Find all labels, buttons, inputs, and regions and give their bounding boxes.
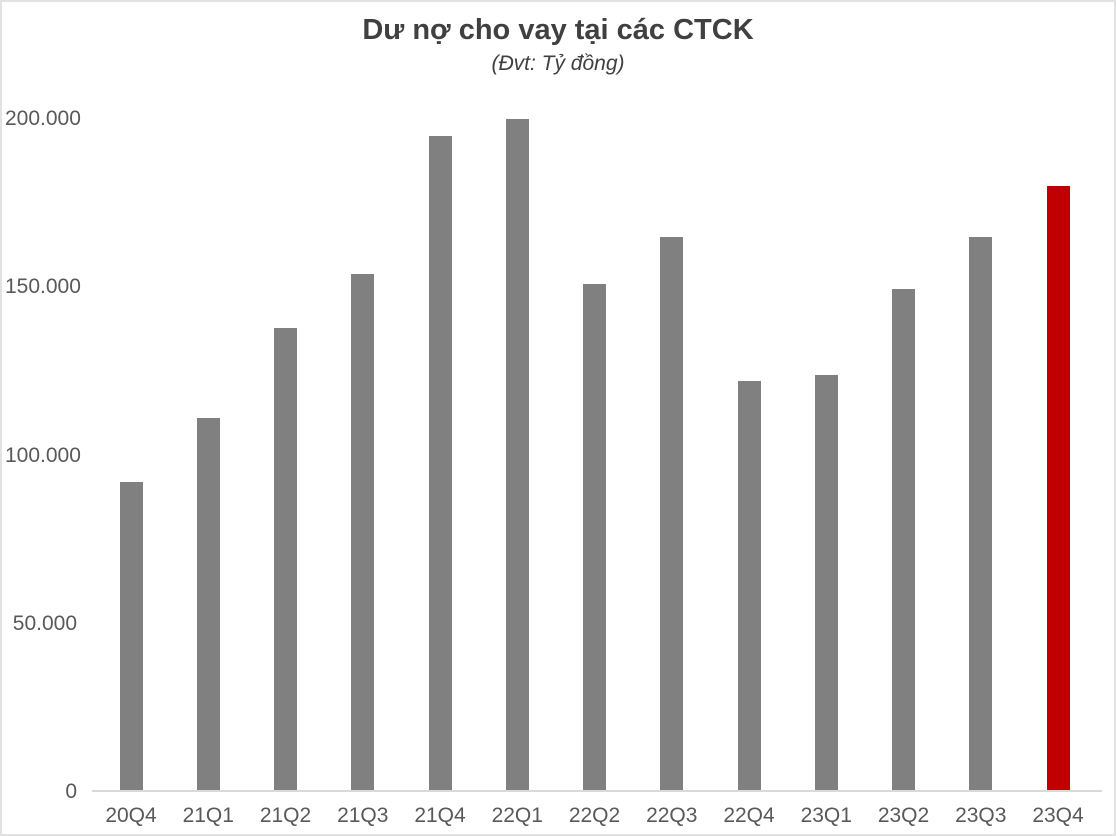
y-tick-label-100000: 100.000: [5, 443, 81, 467]
y-tick-label-150000: 150.000: [5, 275, 81, 299]
y-tick-label-50000: 50.000: [12, 611, 77, 635]
bar-23Q2: [892, 289, 915, 792]
bar-23Q1: [814, 375, 838, 792]
x-axis-label-20Q4: 20Q4: [105, 804, 157, 827]
x-axis-label-21Q1: 21Q1: [182, 804, 234, 827]
x-axis-label-21Q3: 21Q3: [337, 804, 389, 827]
bar-22Q2: [583, 284, 606, 792]
x-axis-line: [92, 790, 1102, 792]
x-axis-label-22Q2: 22Q2: [568, 804, 621, 827]
x-axis-label-23Q2: 23Q2: [877, 804, 930, 827]
x-axis-label-22Q3: 22Q3: [646, 804, 698, 827]
x-axis-label-22Q1: 22Q1: [491, 804, 543, 827]
bar-21Q2: [274, 328, 297, 792]
y-tick-label-0: 0: [65, 780, 77, 803]
y-tick-label-200000: 200.000: [5, 107, 81, 130]
bar-23Q3: [969, 237, 993, 792]
bar-22Q1: [505, 119, 529, 792]
x-axis-label-21Q2: 21Q2: [259, 804, 312, 827]
x-axis-label-23Q4: 23Q4: [1032, 804, 1084, 827]
bar-22Q4: [737, 381, 761, 792]
x-axis-label-22Q4: 22Q4: [723, 804, 775, 827]
x-axis-label-23Q3: 23Q3: [955, 804, 1007, 827]
bar-21Q4: [428, 136, 452, 792]
bar-20Q4: [119, 482, 143, 792]
x-axis-label-23Q1: 23Q1: [800, 804, 852, 827]
bar-23Q4: [1046, 186, 1070, 792]
chart-title: Dư nợ cho vay tại các CTCK: [362, 14, 754, 46]
plot-area: [92, 0, 1100, 792]
x-axis-label-21Q4: 21Q4: [414, 804, 466, 827]
chart-subtitle: (Đvt: Tỷ đồng): [491, 52, 625, 75]
bar-22Q3: [660, 237, 684, 792]
bar-21Q3: [351, 274, 375, 792]
bar-21Q1: [196, 418, 220, 792]
